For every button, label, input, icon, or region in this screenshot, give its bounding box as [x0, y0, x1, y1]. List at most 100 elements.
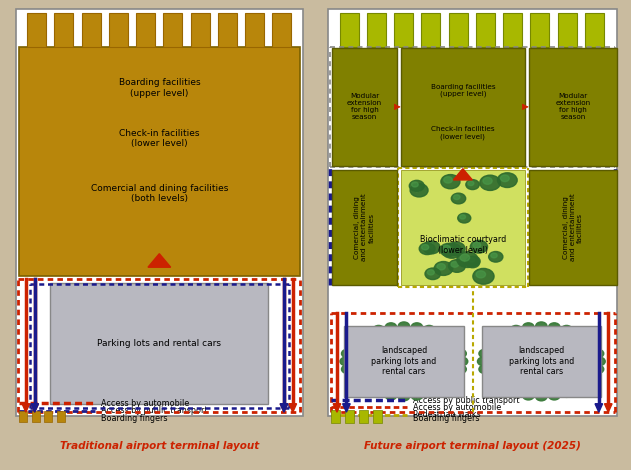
- Text: Modular
extension
for high
season: Modular extension for high season: [347, 94, 382, 120]
- Circle shape: [442, 243, 462, 258]
- Circle shape: [435, 385, 446, 393]
- Text: Check-in facilities
(lower level): Check-in facilities (lower level): [119, 129, 199, 148]
- Circle shape: [468, 181, 474, 186]
- Circle shape: [455, 349, 466, 358]
- Text: Boarding fingers: Boarding fingers: [413, 414, 480, 423]
- Bar: [332, 170, 397, 285]
- Polygon shape: [343, 404, 350, 412]
- Circle shape: [510, 325, 522, 334]
- Circle shape: [561, 389, 572, 397]
- Circle shape: [490, 335, 502, 344]
- Circle shape: [468, 259, 474, 264]
- Circle shape: [341, 349, 353, 358]
- Text: landscaped
parking lots and
rental cars: landscaped parking lots and rental cars: [371, 346, 437, 376]
- Text: Access by automobile: Access by automobile: [101, 399, 189, 408]
- Circle shape: [483, 372, 495, 381]
- Bar: [109, 13, 128, 47]
- Text: Check-in facilities
(lower level): Check-in facilities (lower level): [431, 126, 495, 140]
- Bar: [367, 13, 386, 47]
- Circle shape: [437, 264, 445, 270]
- Bar: [245, 13, 264, 47]
- Circle shape: [398, 392, 410, 401]
- Circle shape: [423, 241, 440, 254]
- Circle shape: [460, 215, 466, 219]
- Circle shape: [340, 357, 351, 366]
- Polygon shape: [333, 404, 341, 412]
- Circle shape: [435, 329, 446, 338]
- Bar: [339, 13, 358, 47]
- Circle shape: [440, 243, 457, 256]
- Bar: [529, 170, 617, 285]
- Bar: [331, 410, 340, 423]
- Circle shape: [411, 323, 423, 331]
- Circle shape: [444, 379, 455, 388]
- Text: Access by automobile: Access by automobile: [413, 403, 502, 412]
- Bar: [19, 47, 300, 276]
- Circle shape: [479, 365, 490, 374]
- Circle shape: [445, 246, 454, 252]
- Bar: [394, 13, 413, 47]
- Text: Future airport terminal layout (2025): Future airport terminal layout (2025): [364, 440, 581, 451]
- Text: Boarding fingers: Boarding fingers: [101, 414, 167, 423]
- Bar: [50, 283, 268, 404]
- Bar: [273, 13, 292, 47]
- Text: Comercial, dining
and entertainment
facilities: Comercial, dining and entertainment faci…: [563, 194, 583, 261]
- Circle shape: [451, 342, 462, 350]
- Circle shape: [522, 392, 534, 400]
- Circle shape: [346, 372, 357, 381]
- Polygon shape: [280, 404, 288, 412]
- Bar: [345, 326, 464, 397]
- Circle shape: [488, 251, 503, 262]
- Circle shape: [479, 349, 490, 358]
- Bar: [54, 13, 73, 47]
- Text: Boarding facilities
(upper level): Boarding facilities (upper level): [119, 78, 200, 98]
- Text: Comercial, dining
and entertainment
facilities: Comercial, dining and entertainment faci…: [355, 194, 374, 261]
- Circle shape: [451, 262, 459, 267]
- Circle shape: [548, 323, 560, 331]
- Bar: [585, 13, 604, 47]
- Circle shape: [499, 385, 510, 393]
- Circle shape: [510, 389, 522, 397]
- Circle shape: [500, 175, 509, 181]
- Circle shape: [522, 323, 534, 331]
- Circle shape: [419, 243, 435, 255]
- Circle shape: [581, 335, 593, 344]
- Bar: [401, 48, 525, 166]
- Polygon shape: [595, 404, 603, 412]
- Bar: [422, 13, 440, 47]
- Circle shape: [457, 213, 471, 223]
- Circle shape: [491, 253, 497, 258]
- Circle shape: [447, 242, 465, 256]
- Circle shape: [449, 259, 466, 272]
- Bar: [19, 411, 27, 422]
- Circle shape: [483, 178, 492, 184]
- Circle shape: [593, 349, 604, 358]
- Circle shape: [425, 243, 433, 249]
- Text: Modular
extension
for high
season: Modular extension for high season: [555, 94, 591, 120]
- Circle shape: [450, 244, 458, 250]
- Circle shape: [588, 342, 599, 350]
- Circle shape: [444, 335, 455, 344]
- Circle shape: [548, 392, 560, 400]
- Bar: [27, 13, 46, 47]
- Bar: [218, 13, 237, 47]
- Bar: [373, 410, 382, 423]
- Circle shape: [460, 254, 469, 261]
- Circle shape: [451, 193, 466, 204]
- Circle shape: [572, 329, 583, 338]
- Circle shape: [480, 175, 500, 190]
- Bar: [191, 13, 209, 47]
- Circle shape: [386, 323, 397, 331]
- Circle shape: [411, 182, 418, 187]
- Circle shape: [473, 268, 494, 284]
- Circle shape: [469, 258, 475, 262]
- Bar: [82, 13, 101, 47]
- Bar: [136, 13, 155, 47]
- Circle shape: [353, 335, 364, 344]
- Circle shape: [581, 379, 593, 388]
- Bar: [481, 326, 601, 397]
- Circle shape: [490, 379, 502, 388]
- Bar: [57, 411, 65, 422]
- Text: Parking lots and rental cars: Parking lots and rental cars: [97, 339, 221, 348]
- Bar: [529, 48, 617, 166]
